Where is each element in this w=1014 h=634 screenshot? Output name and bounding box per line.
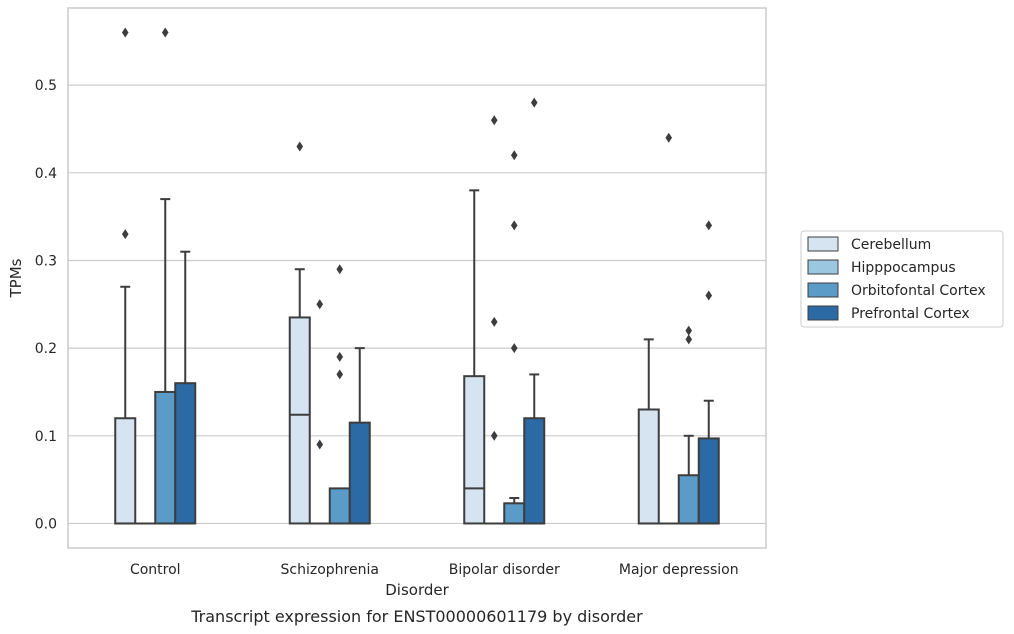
- y-tick-label: 0.0: [35, 516, 57, 532]
- box-cerebellum: [637, 338, 660, 525]
- chart-caption: Transcript expression for ENST0000060117…: [190, 607, 643, 626]
- box-rect: [637, 408, 660, 525]
- box-cerebellum: [114, 27, 137, 525]
- box-prefrontal-cortex: [348, 347, 371, 525]
- box-cerebellum: [463, 189, 486, 525]
- box-hipppocampus: [309, 299, 330, 525]
- legend-item: Cerebellum: [807, 236, 931, 253]
- box-rect: [328, 487, 351, 525]
- legend-label: Orbitofontal Cortex: [851, 283, 986, 299]
- x-axis-label: Disorder: [385, 581, 449, 599]
- outlier-point: [121, 229, 129, 240]
- box-rect: [288, 316, 311, 525]
- outlier-point: [161, 27, 169, 38]
- y-tick-label: 0.4: [35, 166, 57, 182]
- outlier-point: [510, 220, 518, 231]
- box-cerebellum: [288, 141, 311, 525]
- y-tick-labels: 0.0 0.1 0.2 0.3 0.4 0.5: [35, 78, 57, 532]
- legend-label: Hipppocampus: [851, 260, 956, 276]
- box-prefrontal-cortex: [697, 220, 720, 525]
- box-rect: [463, 375, 486, 525]
- box-rect: [154, 390, 177, 525]
- outlier-point: [490, 115, 498, 126]
- outlier-point: [490, 430, 498, 441]
- outlier-point: [121, 27, 129, 38]
- box-prefrontal-cortex: [523, 97, 546, 525]
- outlier-point: [510, 150, 518, 161]
- box-hipppocampus: [658, 132, 679, 525]
- box-rect: [503, 502, 526, 525]
- legend-item: Prefrontal Cortex: [807, 305, 970, 322]
- y-axis-label: TPMs: [7, 258, 25, 298]
- box-rect: [174, 382, 197, 525]
- y-tick-label: 0.3: [35, 253, 57, 269]
- legend-swatch: [807, 236, 839, 252]
- outlier-point: [336, 351, 344, 362]
- outlier-point: [510, 343, 518, 354]
- x-tick-label: Schizophrenia: [281, 562, 379, 578]
- box-orbitofontal-cortex: [328, 264, 351, 525]
- outlier-point: [336, 264, 344, 275]
- outlier-point: [685, 334, 693, 345]
- y-tick-label: 0.5: [35, 78, 57, 94]
- box-rect: [348, 421, 371, 525]
- box-rect: [697, 437, 720, 525]
- legend: Cerebellum Hipppocampus Orbitofontal Corte…: [800, 230, 1004, 328]
- box-rect: [114, 417, 137, 525]
- x-tick-label: Control: [130, 562, 181, 578]
- box-orbitofontal-cortex: [503, 150, 526, 525]
- boxes: [114, 27, 720, 525]
- outlier-point: [685, 325, 693, 336]
- x-tick-label: Bipolar disorder: [449, 562, 560, 578]
- box-prefrontal-cortex: [174, 250, 197, 525]
- box-rect: [523, 417, 546, 525]
- outlier-point: [316, 299, 324, 310]
- box-hipppocampus: [484, 115, 505, 525]
- legend-label: Cerebellum: [851, 237, 931, 253]
- outlier-point: [705, 290, 713, 301]
- outlier-point: [705, 220, 713, 231]
- legend-swatch: [807, 282, 839, 298]
- y-tick-label: 0.1: [35, 429, 57, 445]
- outlier-point: [296, 141, 304, 152]
- legend-item: Orbitofontal Cortex: [807, 282, 986, 299]
- outlier-point: [665, 132, 673, 143]
- x-tick-label: Major depression: [619, 562, 739, 578]
- legend-swatch: [807, 305, 839, 321]
- outlier-point: [336, 369, 344, 380]
- box-orbitofontal-cortex: [154, 27, 177, 525]
- legend-item: Hipppocampus: [807, 259, 956, 276]
- outlier-point: [530, 97, 538, 108]
- plot-frame: [67, 7, 767, 549]
- legend-label: Prefrontal Cortex: [851, 306, 970, 322]
- outlier-point: [490, 316, 498, 327]
- legend-swatch: [807, 259, 839, 275]
- outlier-point: [316, 439, 324, 450]
- box-rect: [677, 474, 700, 525]
- box-orbitofontal-cortex: [677, 325, 700, 525]
- legend-frame: [800, 230, 1004, 328]
- y-tick-label: 0.2: [35, 341, 57, 357]
- x-tick-labels: Control Schizophrenia Bipolar disorder Majo…: [130, 562, 739, 578]
